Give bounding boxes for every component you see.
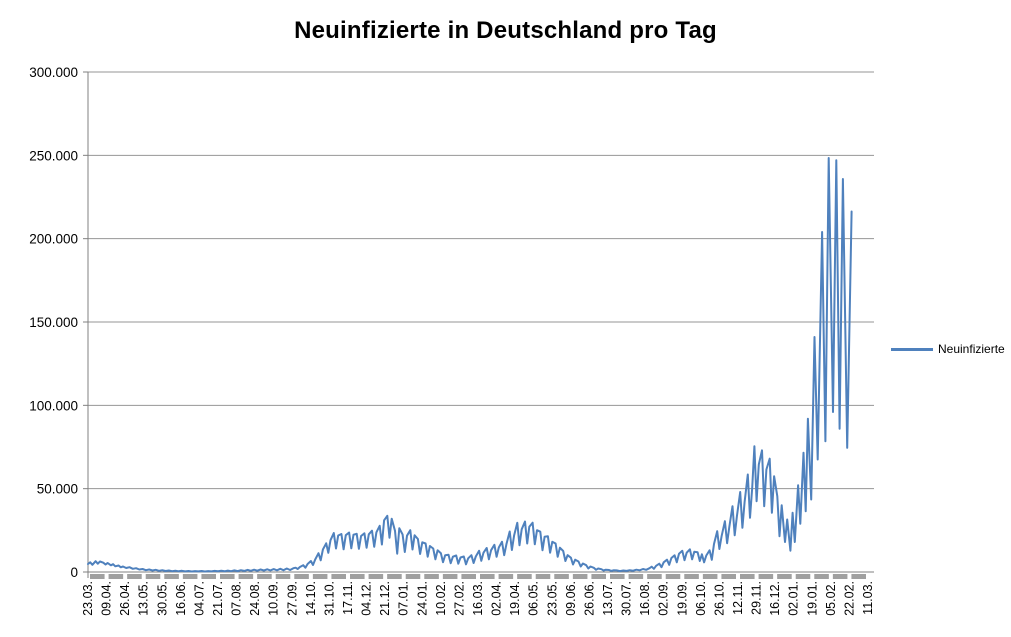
y-axis-label: 200.000 (29, 232, 78, 247)
x-axis-tick-dash (665, 574, 681, 579)
x-axis-tick-dash (832, 574, 848, 579)
x-axis-tick-dash (442, 574, 458, 579)
x-axis-label: 06.05. (527, 581, 541, 616)
x-axis-label: 17.11. (341, 581, 355, 615)
x-axis-label: 16.08. (638, 581, 652, 616)
x-axis-tick-dash (275, 574, 291, 579)
x-axis-label: 02.04. (490, 581, 504, 616)
x-axis-label: 04.07. (192, 581, 206, 616)
x-axis-label: 09.06. (564, 581, 578, 616)
x-axis-label: 21.07. (211, 581, 225, 616)
x-axis-tick-dash (647, 574, 662, 579)
x-axis-tick-dash (740, 574, 755, 579)
x-axis-tick-dash (498, 574, 514, 579)
x-axis-label: 24.08. (248, 581, 262, 616)
x-axis-label: 10.02. (434, 581, 448, 616)
x-axis-label: 16.06. (174, 581, 188, 616)
x-axis-tick-dash (851, 574, 866, 579)
y-axis-label: 50.000 (37, 482, 78, 497)
x-axis-label: 06.10. (694, 581, 708, 616)
x-axis-label: 13.05. (137, 581, 151, 616)
x-axis-tick-dash (331, 574, 346, 579)
x-axis-tick-dash (257, 574, 272, 579)
x-axis-tick-dash (127, 574, 142, 579)
x-axis-tick-dash (201, 574, 216, 579)
x-axis-tick-dash (182, 574, 198, 579)
x-axis-tick-dash (591, 574, 606, 579)
x-axis-tick-dash (238, 574, 254, 579)
x-axis-label: 19.01. (805, 581, 819, 616)
x-axis-tick-dash (628, 574, 644, 579)
y-axis-label: 0 (70, 565, 78, 580)
x-axis-tick-dash (572, 574, 588, 579)
x-axis-label: 10.09. (267, 581, 281, 616)
x-axis-label: 30.07. (620, 581, 634, 616)
x-axis-label: 31.10. (322, 581, 336, 616)
x-axis-label: 29.11. (750, 581, 764, 615)
x-axis-tick-dash (702, 574, 718, 579)
x-axis-tick-dash (721, 574, 736, 579)
legend: Neuinfizierte (891, 342, 1005, 356)
x-axis-tick-dash (517, 574, 532, 579)
x-axis-label: 26.04. (118, 581, 132, 616)
x-axis-label: 04.12. (360, 581, 374, 616)
x-axis-label: 16.03. (471, 581, 485, 616)
x-axis-label: 11.03. (861, 581, 875, 615)
x-axis-label: 02.09. (657, 581, 671, 616)
x-axis-label: 02.01. (787, 581, 801, 616)
x-axis-label: 07.01. (397, 581, 411, 616)
x-axis-label: 26.10. (712, 581, 726, 616)
x-axis-tick-dash (795, 574, 811, 579)
x-axis-label: 22.02. (842, 581, 856, 616)
y-axis-label: 150.000 (29, 315, 78, 330)
x-axis-tick-dash (480, 574, 495, 579)
x-axis-label: 30.05. (155, 581, 169, 616)
x-axis-tick-dash (777, 574, 792, 579)
x-axis-label: 05.02. (824, 581, 838, 616)
chart-title: Neuinfizierte in Deutschland pro Tag (294, 17, 717, 44)
x-axis-label: 27.02. (452, 581, 466, 616)
x-axis-label: 26.06. (582, 581, 596, 616)
x-axis-tick-dash (312, 574, 328, 579)
x-axis-label: 24.01. (415, 581, 429, 616)
x-axis-label: 19.09. (675, 581, 689, 616)
x-axis-tick-dash (424, 574, 439, 579)
series-line-neuinfizierte (87, 157, 853, 573)
x-axis-tick-dash (145, 574, 161, 579)
x-axis-tick-dash (758, 574, 774, 579)
y-axis-label: 250.000 (29, 148, 78, 163)
x-axis-tick-dash (387, 574, 402, 579)
x-axis-tick-dash (610, 574, 625, 579)
x-axis-label: 23.03. (81, 581, 95, 616)
x-axis-label: 23.05. (545, 581, 559, 616)
x-axis-label: 21.12. (378, 581, 392, 616)
legend-line-swatch (891, 347, 933, 351)
x-axis-label: 09.04. (100, 581, 114, 616)
x-axis-tick-dash (684, 574, 699, 579)
x-axis-tick-dash (814, 574, 829, 579)
x-axis-label: 27.09. (285, 581, 299, 616)
x-axis-label: 12.11. (731, 581, 745, 615)
x-axis-tick-dash (368, 574, 384, 579)
x-axis-tick-dash (405, 574, 421, 579)
legend-label: Neuinfizierte (938, 342, 1005, 356)
y-axis-label: 100.000 (29, 398, 78, 413)
x-axis-tick-dash (108, 574, 124, 579)
x-axis-tick-dash (294, 574, 309, 579)
x-axis-tick-dash (535, 574, 551, 579)
x-axis-tick-dash (461, 574, 476, 579)
x-axis-label: 19.04. (508, 581, 522, 616)
x-axis-label: 14.10. (304, 581, 318, 616)
x-axis-label: 07.08. (230, 581, 244, 616)
x-axis-tick-dash (220, 574, 235, 579)
x-axis-label: 13.07. (601, 581, 615, 616)
y-axis-label: 300.000 (29, 65, 78, 80)
x-axis-tick-dash (90, 574, 105, 579)
x-axis-tick-dash (164, 574, 179, 579)
x-axis-label: 16.12. (768, 581, 782, 616)
x-axis-tick-dash (350, 574, 365, 579)
x-axis-tick-dash (554, 574, 569, 579)
